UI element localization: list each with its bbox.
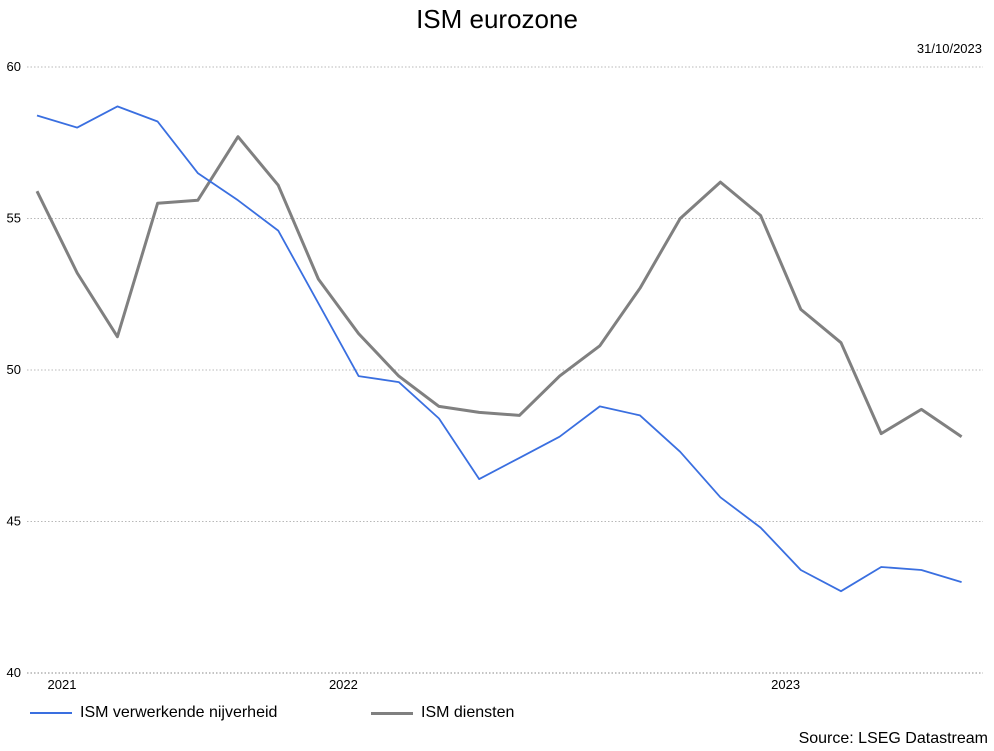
series-line-manufacturing [36, 105, 962, 593]
y-tick-label: 60 [7, 59, 21, 74]
y-tick-label: 55 [7, 211, 21, 226]
x-tick-label: 2022 [329, 677, 358, 692]
y-tick-label: 45 [7, 514, 21, 529]
x-tick-label: 2023 [771, 677, 800, 692]
source-note: Source: LSEG Datastream [798, 730, 988, 747]
legend-swatch-manufacturing [30, 712, 72, 714]
chart-title: ISM eurozone [416, 4, 578, 34]
y-axis-ticks: 40 45 50 55 60 [7, 59, 21, 680]
x-axis-ticks: 2021 2022 2023 [48, 677, 801, 692]
y-tick-label: 40 [7, 665, 21, 680]
legend-label-services: ISM diensten [421, 704, 515, 721]
grid-lines [27, 66, 983, 674]
series-line-services [35, 135, 963, 438]
legend-item-manufacturing: ISM verwerkende nijverheid [30, 704, 277, 722]
x-tick-label: 2021 [48, 677, 77, 692]
series-lines [35, 105, 963, 593]
y-tick-label: 50 [7, 362, 21, 377]
date-label: 31/10/2023 [916, 41, 982, 56]
legend-swatch-services [371, 711, 413, 715]
legend-label-manufacturing: ISM verwerkende nijverheid [80, 704, 278, 721]
legend-item-services: ISM diensten [371, 704, 514, 722]
